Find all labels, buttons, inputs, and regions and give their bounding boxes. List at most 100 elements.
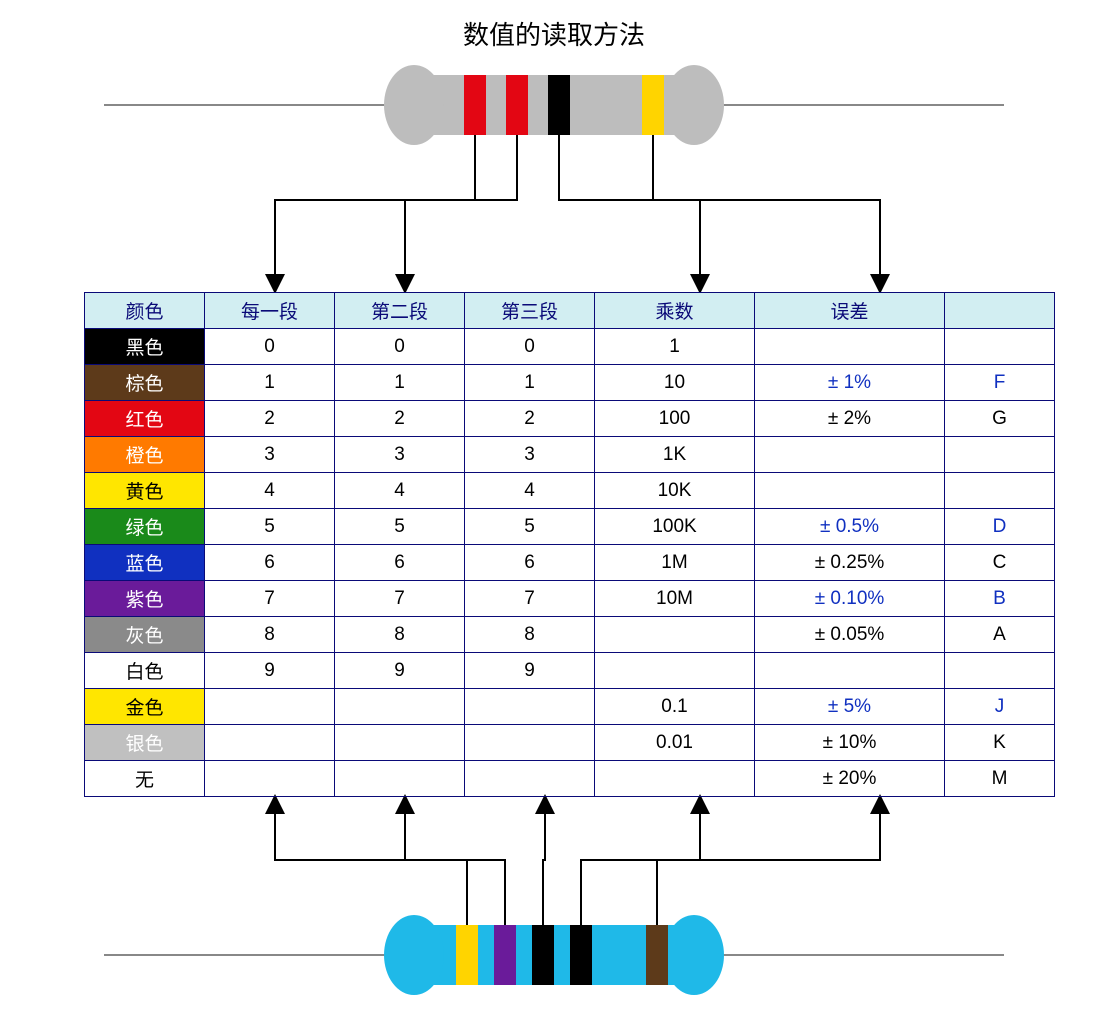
code-cell [945, 653, 1055, 689]
tolerance-cell [755, 653, 945, 689]
table-row: 紫色77710M± 0.10%B [85, 581, 1055, 617]
resistor-band [642, 75, 664, 135]
header-band3: 第三段 [465, 293, 595, 329]
code-cell [945, 473, 1055, 509]
multiplier-cell: 0.1 [595, 689, 755, 725]
digit1-cell [205, 761, 335, 797]
digit3-cell [465, 725, 595, 761]
digit3-cell: 6 [465, 545, 595, 581]
multiplier-cell: 10K [595, 473, 755, 509]
code-cell: K [945, 725, 1055, 761]
table-row: 白色999 [85, 653, 1055, 689]
resistor-band [506, 75, 528, 135]
table-row: 灰色888± 0.05%A [85, 617, 1055, 653]
resistor-4band [354, 55, 754, 155]
digit1-cell: 3 [205, 437, 335, 473]
digit1-cell: 4 [205, 473, 335, 509]
tolerance-cell: ± 5% [755, 689, 945, 725]
resistor-band [532, 925, 554, 985]
resistor-band [456, 925, 478, 985]
digit2-cell [335, 761, 465, 797]
multiplier-cell [595, 617, 755, 653]
header-band1: 每一段 [205, 293, 335, 329]
multiplier-cell: 1M [595, 545, 755, 581]
color-name-cell: 红色 [85, 401, 205, 437]
resistor-lead [104, 104, 399, 106]
digit2-cell [335, 725, 465, 761]
color-code-table: 颜色 每一段 第二段 第三段 乘数 误差 黑色0001棕色11110± 1%F红… [84, 292, 1055, 797]
color-name-cell: 银色 [85, 725, 205, 761]
multiplier-cell: 10 [595, 365, 755, 401]
code-cell [945, 329, 1055, 365]
color-name-cell: 橙色 [85, 437, 205, 473]
table-row: 绿色555100K± 0.5%D [85, 509, 1055, 545]
digit2-cell [335, 689, 465, 725]
header-band2: 第二段 [335, 293, 465, 329]
resistor-body [394, 925, 714, 985]
color-name-cell: 绿色 [85, 509, 205, 545]
resistor-band [646, 925, 668, 985]
digit3-cell: 7 [465, 581, 595, 617]
resistor-bulge [384, 915, 444, 995]
code-cell: A [945, 617, 1055, 653]
multiplier-cell: 10M [595, 581, 755, 617]
digit2-cell: 2 [335, 401, 465, 437]
tolerance-cell: ± 2% [755, 401, 945, 437]
tolerance-cell: ± 0.25% [755, 545, 945, 581]
code-cell: M [945, 761, 1055, 797]
resistor-body [394, 75, 714, 135]
digit2-cell: 9 [335, 653, 465, 689]
table-header-row: 颜色 每一段 第二段 第三段 乘数 误差 [85, 293, 1055, 329]
digit2-cell: 6 [335, 545, 465, 581]
tolerance-cell [755, 473, 945, 509]
digit1-cell: 9 [205, 653, 335, 689]
digit3-cell: 4 [465, 473, 595, 509]
digit2-cell: 5 [335, 509, 465, 545]
digit1-cell: 6 [205, 545, 335, 581]
color-name-cell: 白色 [85, 653, 205, 689]
digit1-cell: 1 [205, 365, 335, 401]
digit1-cell: 0 [205, 329, 335, 365]
resistor-band [494, 925, 516, 985]
table-row: 红色222100± 2%G [85, 401, 1055, 437]
digit2-cell: 0 [335, 329, 465, 365]
color-name-cell: 棕色 [85, 365, 205, 401]
digit3-cell: 1 [465, 365, 595, 401]
resistor-lead [709, 104, 1004, 106]
digit2-cell: 1 [335, 365, 465, 401]
resistor-5band [354, 905, 754, 1005]
resistor-band [548, 75, 570, 135]
header-multiplier: 乘数 [595, 293, 755, 329]
multiplier-cell: 1K [595, 437, 755, 473]
resistor-band [570, 925, 592, 985]
digit3-cell: 0 [465, 329, 595, 365]
multiplier-cell: 0.01 [595, 725, 755, 761]
tolerance-cell: ± 1% [755, 365, 945, 401]
table-row: 棕色11110± 1%F [85, 365, 1055, 401]
tolerance-cell: ± 10% [755, 725, 945, 761]
resistor-lead [709, 954, 1004, 956]
multiplier-cell: 1 [595, 329, 755, 365]
page-title: 数值的读取方法 [0, 15, 1108, 52]
digit1-cell [205, 725, 335, 761]
multiplier-cell [595, 761, 755, 797]
digit3-cell: 2 [465, 401, 595, 437]
table-row: 黑色0001 [85, 329, 1055, 365]
resistor-bulge [384, 65, 444, 145]
digit2-cell: 4 [335, 473, 465, 509]
color-name-cell: 金色 [85, 689, 205, 725]
color-name-cell: 无 [85, 761, 205, 797]
code-cell: C [945, 545, 1055, 581]
table-row: 黄色44410K [85, 473, 1055, 509]
resistor-lead [104, 954, 399, 956]
tolerance-cell: ± 20% [755, 761, 945, 797]
digit1-cell: 7 [205, 581, 335, 617]
digit3-cell: 5 [465, 509, 595, 545]
color-name-cell: 黄色 [85, 473, 205, 509]
digit1-cell [205, 689, 335, 725]
multiplier-cell: 100K [595, 509, 755, 545]
digit3-cell: 9 [465, 653, 595, 689]
digit2-cell: 3 [335, 437, 465, 473]
digit1-cell: 5 [205, 509, 335, 545]
digit2-cell: 7 [335, 581, 465, 617]
